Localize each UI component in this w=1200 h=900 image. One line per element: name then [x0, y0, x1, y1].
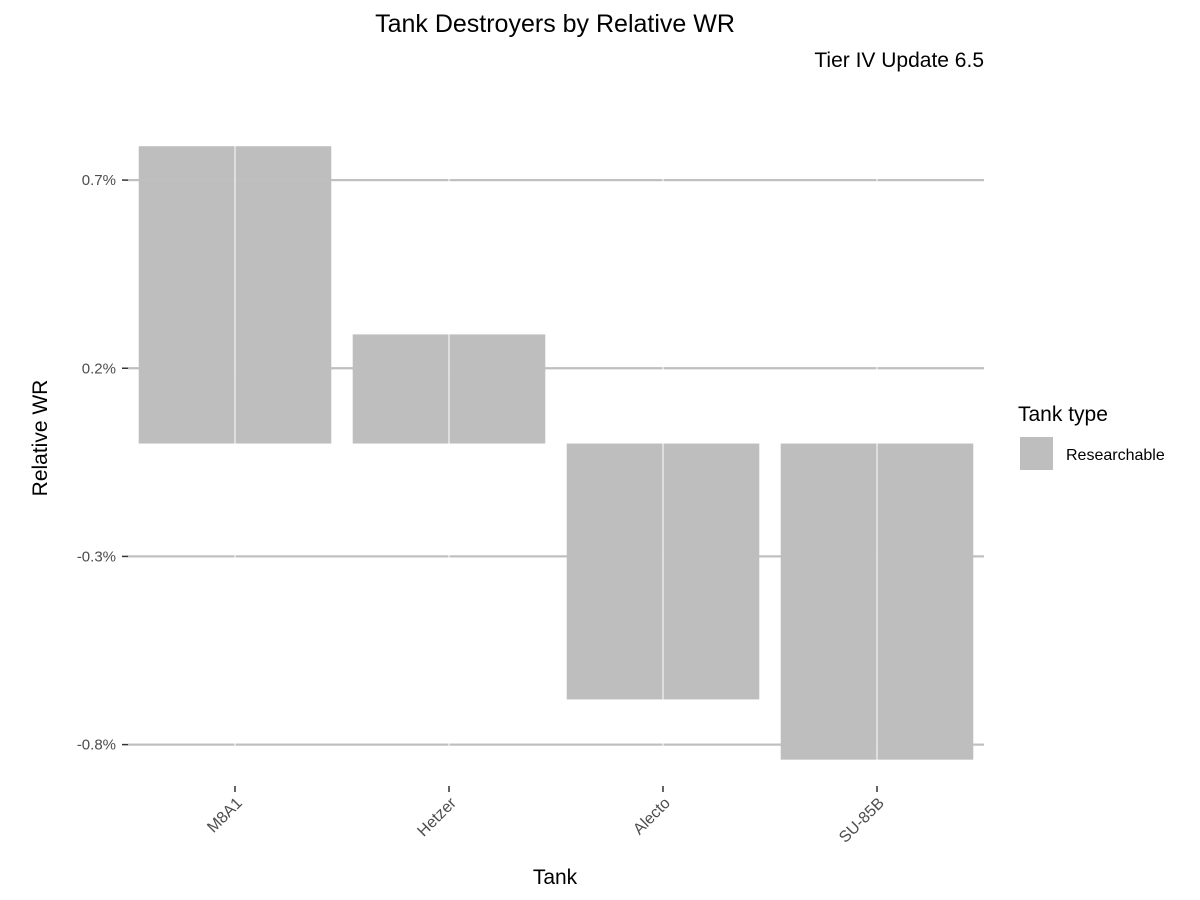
- x-axis-title: Tank: [533, 866, 578, 889]
- x-axis-ticks: M8A1 Hetzer Alecto SU-85B: [204, 786, 888, 846]
- bars: [128, 86, 984, 786]
- x-tick-label-hetzer: Hetzer: [414, 794, 460, 840]
- y-axis-title: Relative WR: [29, 380, 52, 497]
- y-axis-ticks: 0.7% 0.2% -0.3% -0.8%: [77, 172, 128, 754]
- chart-subtitle: Tier IV Update 6.5: [814, 49, 984, 72]
- legend: Tank type Researchable: [1018, 403, 1165, 470]
- x-tick-label-alecto: Alecto: [630, 795, 674, 839]
- y-tick-label-0: 0.7%: [82, 172, 116, 189]
- y-tick-label-1: 0.2%: [82, 360, 116, 377]
- legend-title: Tank type: [1018, 403, 1108, 426]
- legend-key-researchable: [1020, 437, 1053, 470]
- y-tick-label-2: -0.3%: [77, 548, 116, 565]
- y-tick-label-3: -0.8%: [77, 737, 116, 754]
- legend-label-researchable: Researchable: [1066, 447, 1165, 464]
- chart-title: Tank Destroyers by Relative WR: [375, 10, 735, 38]
- x-tick-label-su-85b: SU-85B: [836, 795, 888, 847]
- x-tick-label-m8a1: M8A1: [204, 795, 246, 837]
